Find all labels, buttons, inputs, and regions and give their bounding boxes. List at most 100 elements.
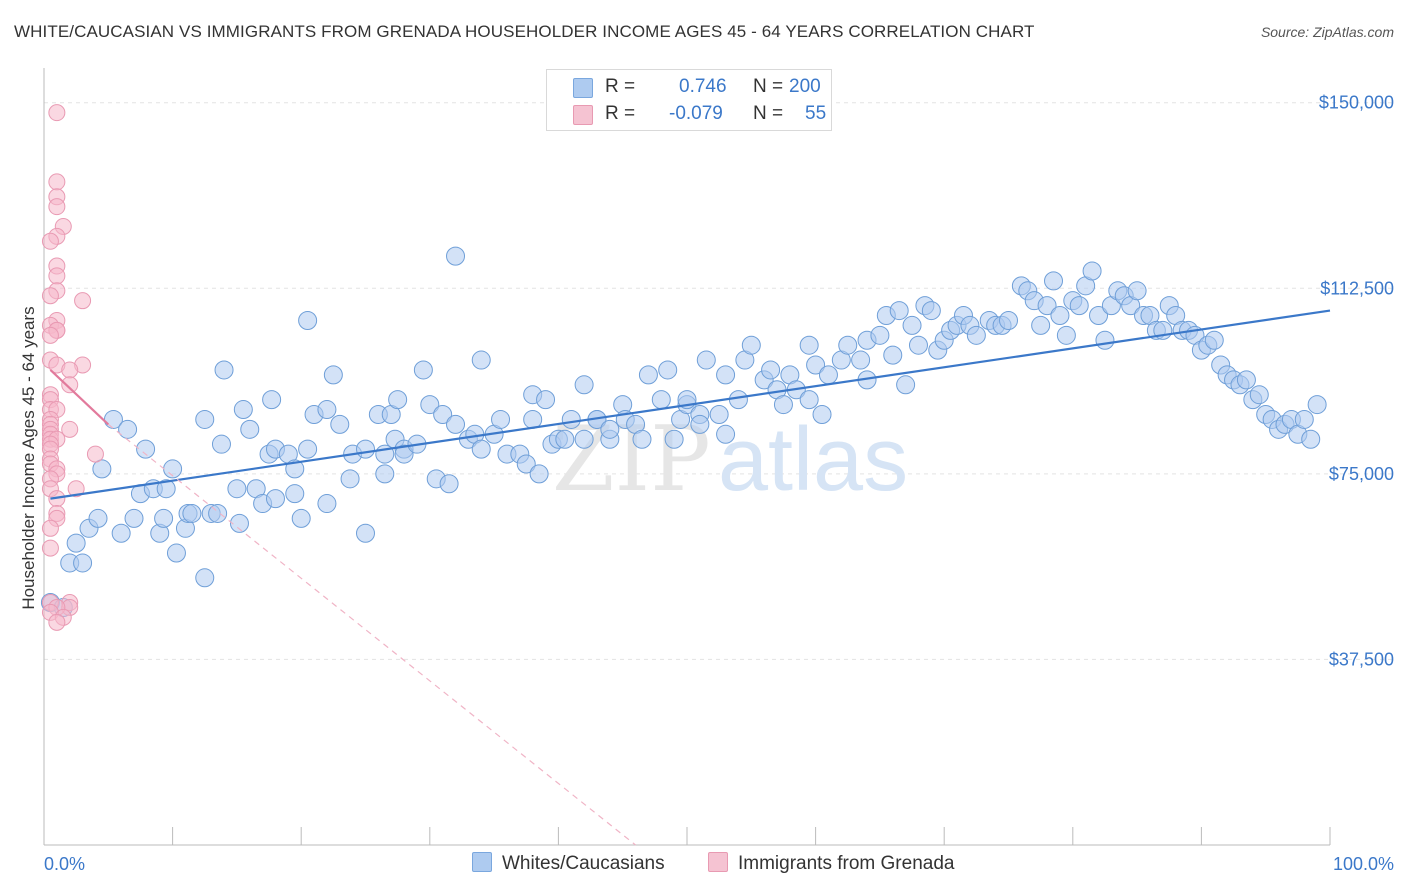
point-whites (1307, 395, 1327, 415)
bottom-legend-swatch-pink (708, 852, 728, 872)
point-whites (356, 523, 375, 543)
point-whites (88, 508, 108, 528)
point-whites (908, 335, 928, 355)
point-whites (896, 375, 916, 395)
point-whites (330, 414, 350, 434)
point-whites (136, 439, 156, 459)
point-whites (154, 508, 174, 528)
legend-swatch-pink (573, 105, 593, 125)
series-whites-points (40, 246, 1327, 617)
point-grenada (41, 232, 59, 250)
point-grenada (67, 480, 85, 498)
point-whites (799, 390, 819, 410)
point-whites (1069, 296, 1089, 316)
point-whites (211, 434, 231, 454)
point-whites (323, 365, 343, 385)
point-grenada (41, 539, 59, 557)
point-whites (394, 444, 414, 464)
trend-whites (50, 309, 1331, 500)
point-whites (651, 390, 671, 410)
point-whites (799, 335, 819, 355)
point-whites (420, 395, 440, 415)
point-whites (73, 553, 93, 573)
y-tick-label: $75,000 (1329, 464, 1394, 484)
y-axis-title: Householder Income Ages 45 - 64 years (19, 306, 38, 609)
point-whites (773, 395, 793, 415)
point-whites (285, 484, 305, 504)
point-whites (1301, 429, 1321, 449)
point-grenada (61, 420, 79, 438)
point-grenada (48, 104, 66, 122)
point-whites (1127, 281, 1147, 301)
point-whites (340, 469, 360, 489)
point-whites (240, 419, 260, 439)
point-whites (555, 429, 575, 449)
point-whites (838, 335, 858, 355)
point-whites (214, 360, 234, 380)
legend-n-label: N = (753, 103, 784, 124)
point-whites (1236, 370, 1256, 390)
point-whites (600, 419, 620, 439)
point-whites (574, 429, 594, 449)
point-grenada (41, 519, 59, 537)
point-whites (999, 310, 1018, 330)
point-whites (851, 350, 871, 370)
point-whites (870, 325, 890, 345)
legend-r-value: 0.746 (679, 76, 727, 97)
point-whites (156, 479, 176, 499)
point-whites (658, 360, 678, 380)
point-whites (664, 429, 684, 449)
point-whites (516, 454, 536, 474)
point-whites (741, 335, 761, 355)
y-tick-label: $37,500 (1329, 649, 1394, 669)
point-whites (902, 315, 922, 335)
point-whites (195, 409, 215, 429)
point-grenada (48, 173, 66, 191)
point-whites (1082, 261, 1102, 281)
point-whites (536, 390, 556, 410)
point-whites (356, 439, 375, 459)
point-whites (1095, 330, 1115, 350)
legend-swatch-blue (573, 78, 593, 98)
point-whites (208, 503, 228, 523)
point-whites (446, 414, 466, 434)
point-whites (388, 390, 408, 410)
point-whites (1294, 409, 1314, 429)
point-whites (818, 365, 838, 385)
point-grenada (48, 198, 66, 216)
legend: R = 0.746 N = 200 R = -0.079 N = 55 (546, 69, 832, 131)
point-whites (1037, 296, 1057, 316)
point-whites (413, 360, 433, 380)
point-whites (1204, 330, 1224, 350)
legend-n-value: 55 (805, 103, 827, 124)
point-whites (227, 479, 247, 499)
point-whites (574, 375, 594, 395)
point-grenada (61, 361, 79, 379)
point-whites (812, 404, 832, 424)
point-whites (491, 409, 511, 429)
trend-grenada (49, 369, 110, 426)
point-whites (471, 350, 491, 370)
point-whites (1056, 325, 1076, 345)
point-whites (1044, 271, 1064, 291)
point-whites (728, 390, 748, 410)
bottom-legend-swatch-blue (472, 852, 492, 872)
point-whites (262, 390, 282, 410)
point-whites (317, 400, 337, 420)
point-whites (709, 404, 729, 424)
point-whites (195, 568, 215, 588)
point-whites (433, 404, 453, 424)
point-whites (439, 474, 459, 494)
legend-r-label: R = (605, 76, 636, 97)
y-tick-label: $112,500 (1320, 278, 1394, 298)
point-grenada (74, 292, 92, 310)
bottom-legend-label: Whites/Caucasians (502, 853, 665, 874)
legend-r-value: -0.079 (669, 103, 723, 124)
source-credit: Source: ZipAtlas.com (1260, 24, 1394, 40)
point-whites (124, 508, 144, 528)
point-whites (182, 503, 202, 523)
trend-grenada-extension (107, 423, 636, 846)
y-tick-label: $150,000 (1319, 93, 1394, 113)
point-whites (761, 360, 781, 380)
